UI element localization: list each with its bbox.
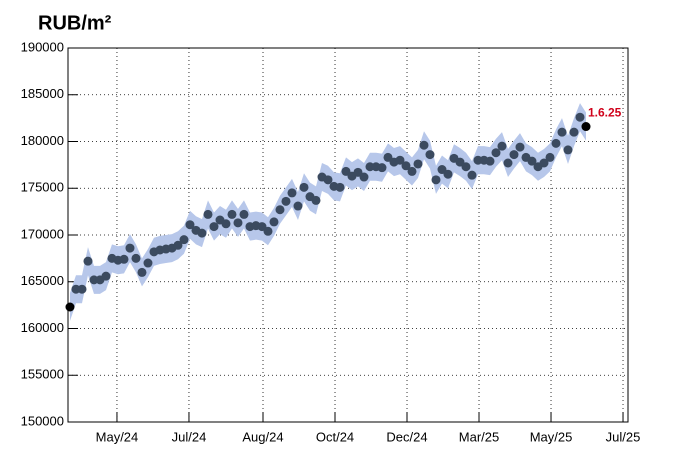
data-point <box>269 217 279 227</box>
data-point <box>179 235 189 245</box>
y-tick-label: 165000 <box>21 273 64 288</box>
y-tick-label: 185000 <box>21 86 64 101</box>
data-point <box>575 112 585 122</box>
data-point <box>125 243 135 253</box>
data-point <box>275 205 285 215</box>
data-point <box>197 228 207 238</box>
data-point <box>527 156 537 166</box>
data-point <box>407 166 417 176</box>
x-tick-label: May/25 <box>530 429 573 444</box>
x-tick-label: May/24 <box>96 429 139 444</box>
data-point <box>485 156 495 166</box>
data-point <box>335 182 345 192</box>
data-point <box>293 201 303 211</box>
y-tick-label: 190000 <box>21 39 64 54</box>
data-point <box>539 158 549 168</box>
data-point <box>395 155 405 165</box>
data-point <box>497 141 507 151</box>
data-point <box>221 219 231 229</box>
data-point <box>263 226 273 236</box>
data-point <box>491 148 501 158</box>
data-point <box>431 175 441 185</box>
x-tick-label: Jul/24 <box>172 429 207 444</box>
data-point <box>509 150 519 160</box>
plot-border <box>67 47 629 423</box>
x-tick-label: Dec/24 <box>386 429 427 444</box>
data-point <box>419 140 429 150</box>
data-point <box>233 218 243 228</box>
data-point <box>239 209 249 219</box>
y-tick-label: 175000 <box>21 180 64 195</box>
data-point <box>467 170 477 180</box>
data-point <box>209 222 219 232</box>
data-point <box>359 172 369 182</box>
x-tick-label: Aug/24 <box>242 429 283 444</box>
data-point <box>101 271 111 281</box>
data-point <box>137 267 147 277</box>
data-point <box>323 175 333 185</box>
data-point <box>503 158 513 168</box>
x-tick-label: Jul/25 <box>606 429 641 444</box>
data-point <box>65 302 75 312</box>
data-point <box>281 196 291 206</box>
data-point <box>287 188 297 198</box>
data-point <box>413 159 423 169</box>
annotation: 1.6.25 <box>588 106 622 120</box>
data-point <box>311 195 321 205</box>
data-point <box>299 182 309 192</box>
data-point <box>581 122 591 132</box>
data-point <box>119 254 129 264</box>
data-point <box>131 253 141 263</box>
x-tick-label: Oct/24 <box>316 429 354 444</box>
data-point <box>227 209 237 219</box>
data-point <box>551 138 561 148</box>
data-point <box>515 142 525 152</box>
data-point <box>569 127 579 137</box>
data-point <box>545 152 555 162</box>
y-tick-label: 170000 <box>21 226 64 241</box>
data-point <box>563 145 573 155</box>
data-point <box>557 127 567 137</box>
data-point <box>443 169 453 179</box>
data-point <box>185 220 195 230</box>
data-point <box>143 258 153 268</box>
data-point <box>77 284 87 294</box>
data-point <box>83 256 93 266</box>
y-tick-label: 150000 <box>21 413 64 428</box>
data-point <box>425 150 435 160</box>
y-tick-label: 155000 <box>21 367 64 382</box>
data-point <box>401 161 411 171</box>
y-tick-label: 180000 <box>21 133 64 148</box>
x-tick-label: Mar/25 <box>459 429 499 444</box>
data-point <box>461 162 471 172</box>
y-tick-label: 160000 <box>21 320 64 335</box>
data-point <box>173 240 183 250</box>
data-point <box>203 209 213 219</box>
chart-title: RUB/m² <box>38 12 112 34</box>
data-point <box>377 163 387 173</box>
